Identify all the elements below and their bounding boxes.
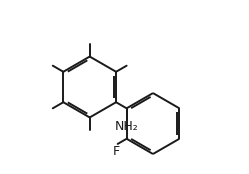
Text: F: F bbox=[113, 145, 120, 158]
Text: NH₂: NH₂ bbox=[115, 120, 138, 133]
